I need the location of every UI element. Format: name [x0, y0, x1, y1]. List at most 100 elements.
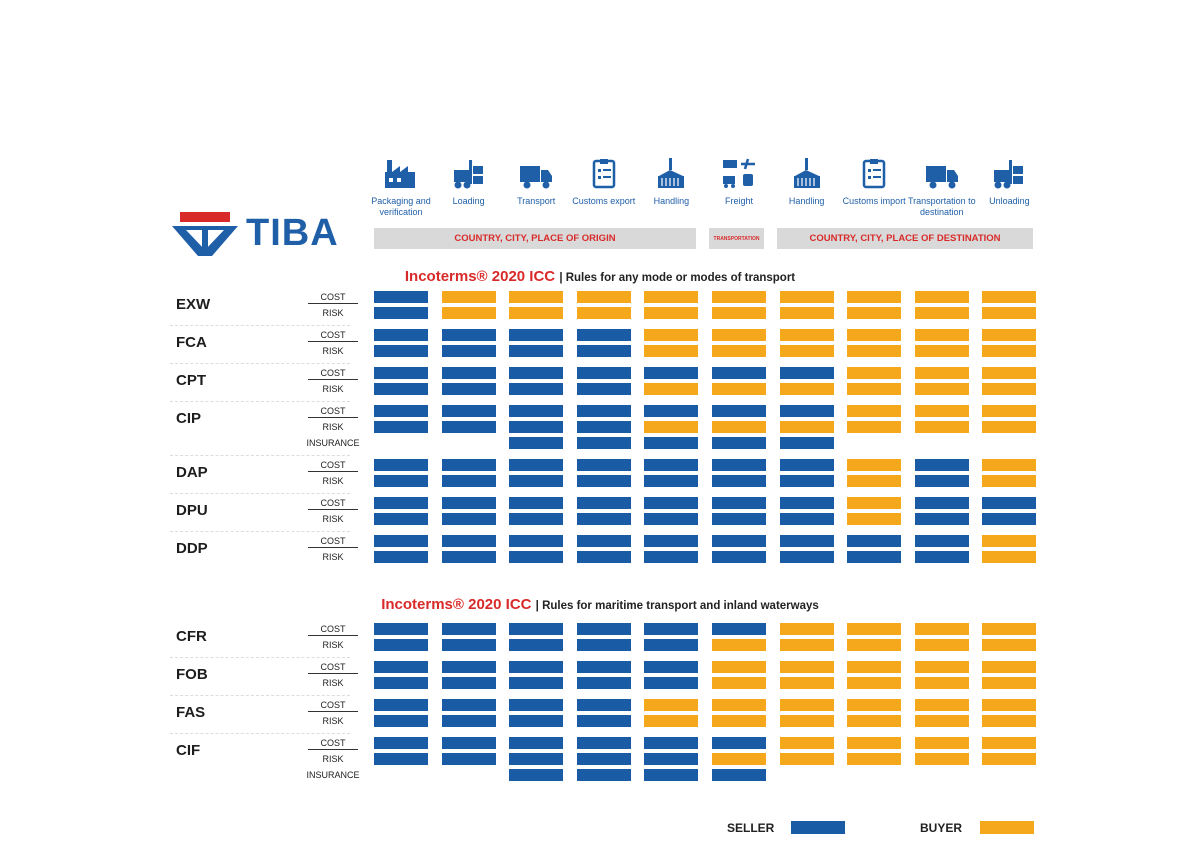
cell: [847, 535, 902, 547]
cell: [914, 513, 969, 525]
cell: [374, 551, 428, 563]
row-label: COST: [308, 367, 358, 380]
cell: [374, 329, 428, 341]
cell: [576, 623, 631, 635]
cell: [712, 421, 766, 433]
cell: [509, 405, 564, 417]
row-label: COST: [308, 329, 358, 342]
cell: [982, 535, 1037, 547]
cell: [712, 639, 766, 651]
cell: [509, 497, 564, 509]
cell: [441, 715, 496, 727]
cell: [914, 475, 969, 487]
cell: [779, 551, 834, 563]
cell: [374, 421, 428, 433]
row-label: COST: [308, 737, 358, 750]
cell: [576, 753, 631, 765]
cell: [509, 345, 564, 357]
cell: [847, 475, 902, 487]
cell: [509, 307, 564, 319]
cell: [576, 421, 631, 433]
cell: [441, 345, 496, 357]
column-label: Packaging and verification: [371, 196, 431, 217]
cell: [644, 421, 699, 433]
cell: [644, 329, 699, 341]
row-separator: [170, 657, 350, 658]
icon-graphic: [385, 160, 415, 188]
row-label: COST: [308, 405, 358, 418]
cell: [576, 639, 631, 651]
cell: [779, 661, 834, 673]
column-icon: [383, 158, 419, 190]
cell: [644, 405, 699, 417]
row-separator: [170, 733, 350, 734]
cell: [712, 661, 766, 673]
cell: [374, 737, 428, 749]
cell: [509, 437, 564, 449]
cell: [509, 699, 564, 711]
cell: [441, 677, 496, 689]
section-subtitle: | Rules for any mode or modes of transpo…: [559, 272, 796, 284]
cell: [982, 677, 1037, 689]
cell: [644, 699, 699, 711]
cell: [712, 345, 766, 357]
cell: [914, 753, 969, 765]
zone-bar: COUNTRY, CITY, PLACE OF ORIGIN: [374, 228, 696, 249]
cell: [779, 535, 834, 547]
cell: [644, 459, 699, 471]
cell: [374, 677, 428, 689]
column-label: Customs export: [572, 196, 636, 206]
cell: [576, 661, 631, 673]
icon-graphic: [453, 160, 483, 189]
cell: [712, 753, 766, 765]
cell: [576, 383, 631, 395]
cell: [441, 639, 496, 651]
cell: [509, 623, 564, 635]
cell: [779, 753, 834, 765]
column-label: Loading: [452, 196, 485, 206]
cell: [576, 459, 631, 471]
cell: [982, 383, 1037, 395]
icon-graphic: [994, 160, 1024, 189]
term-name: CPT: [176, 372, 206, 389]
row-label: RISK: [322, 422, 344, 432]
legend-swatch: [980, 821, 1034, 834]
icon-graphic: [592, 159, 616, 189]
term-name: FCA: [176, 334, 207, 351]
cell: [982, 291, 1037, 303]
cell: [779, 677, 834, 689]
column-icon: [991, 158, 1027, 190]
cell: [982, 715, 1037, 727]
cell: [982, 737, 1037, 749]
cell: [914, 715, 969, 727]
row-label: RISK: [322, 308, 344, 318]
cell: [779, 699, 834, 711]
row-label: INSURANCE: [306, 770, 360, 780]
cell: [576, 405, 631, 417]
cell: [779, 513, 834, 525]
cell: [847, 497, 902, 509]
row-label: COST: [308, 661, 358, 674]
row-label: RISK: [322, 716, 344, 726]
cell: [576, 345, 631, 357]
cell: [644, 475, 699, 487]
cell: [914, 551, 969, 563]
cell: [847, 551, 902, 563]
cell: [712, 551, 766, 563]
cell: [576, 715, 631, 727]
cell: [644, 513, 699, 525]
cell: [576, 535, 631, 547]
cell: [576, 677, 631, 689]
cell: [847, 661, 902, 673]
cell: [644, 715, 699, 727]
row-label: RISK: [322, 514, 344, 524]
cell: [914, 291, 969, 303]
cell: [779, 459, 834, 471]
cell: [441, 367, 496, 379]
cell: [441, 551, 496, 563]
row-label: RISK: [322, 384, 344, 394]
cell: [644, 291, 699, 303]
cell: [374, 459, 428, 471]
cell: [779, 367, 834, 379]
cell: [509, 677, 564, 689]
